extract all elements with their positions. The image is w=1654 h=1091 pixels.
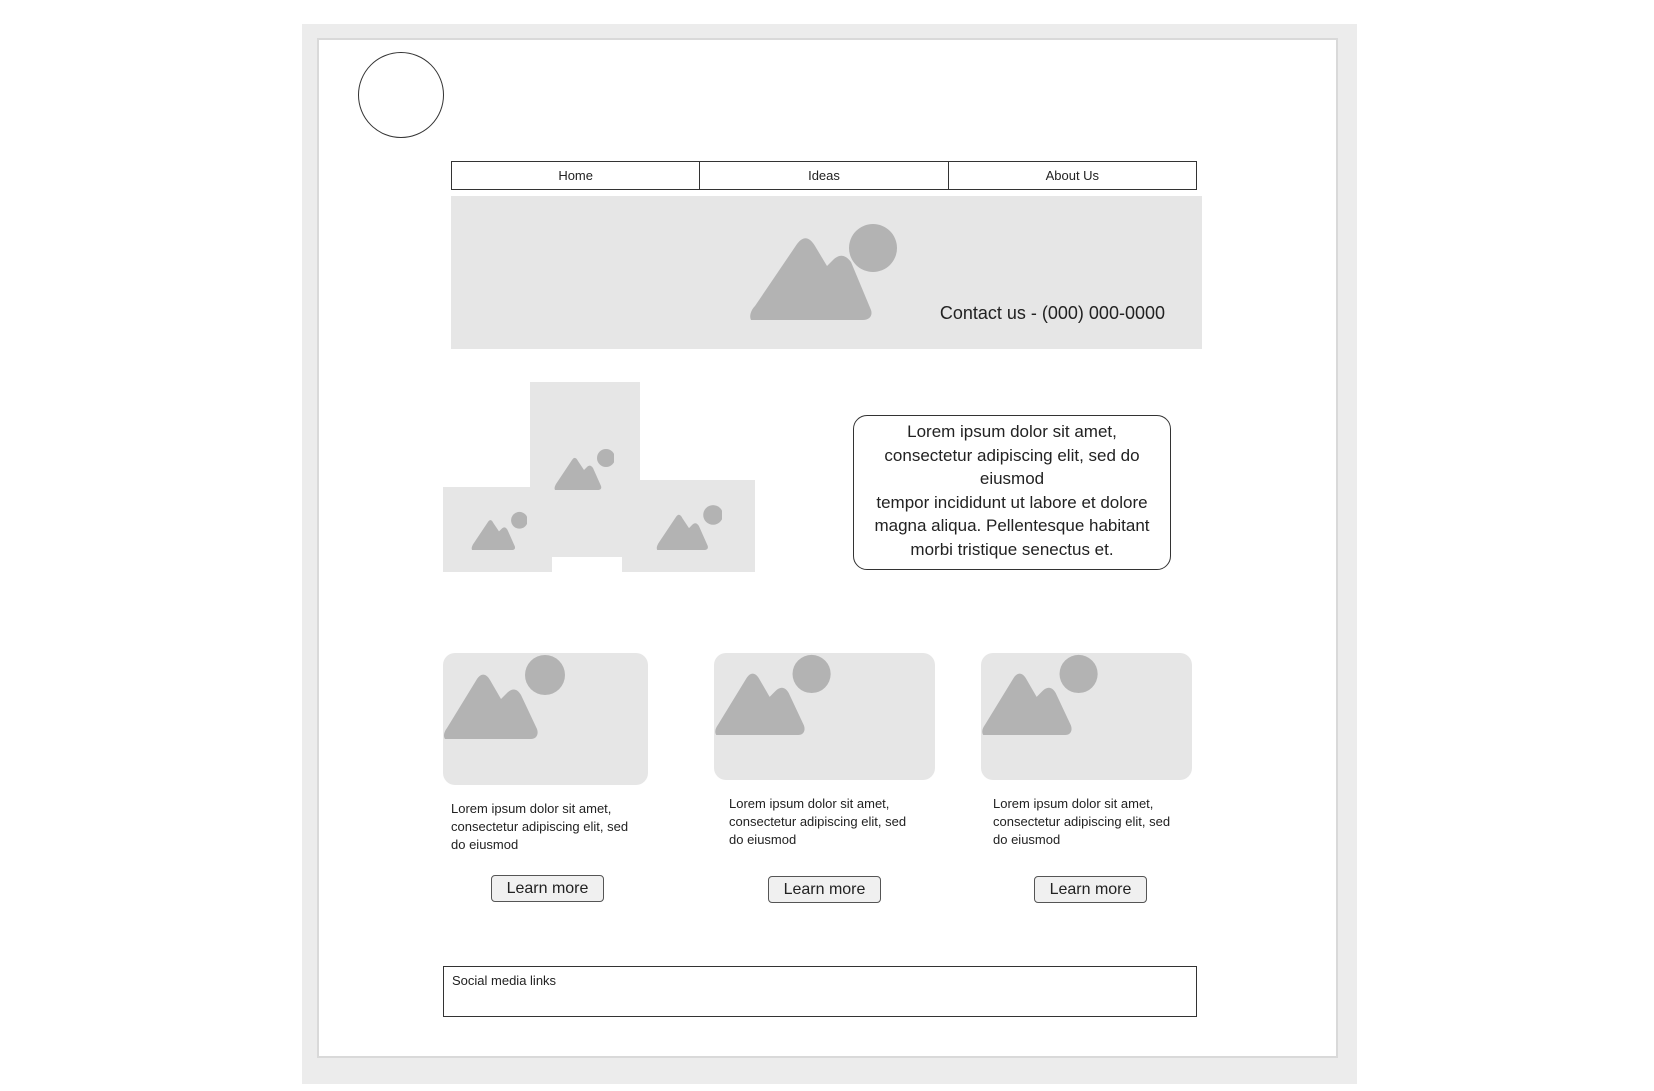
footer-social-links[interactable]: Social media links xyxy=(443,966,1197,1017)
card-text-line: Lorem ipsum dolor sit amet, xyxy=(729,796,890,811)
nav-item-about-us[interactable]: About Us xyxy=(1045,168,1100,183)
card-text-line: consectetur adipiscing elit, sed xyxy=(729,814,907,829)
image-placeholder-icon xyxy=(715,654,831,735)
image-placeholder-icon xyxy=(554,449,614,490)
intro-line: magna aliqua. Pellentesque habitant xyxy=(874,516,1150,535)
card-image-1 xyxy=(443,653,648,785)
nav-item-home[interactable]: Home xyxy=(452,162,701,189)
intro-line: Lorem ipsum dolor sit amet, xyxy=(907,422,1117,441)
card-text-line: do eiusmod xyxy=(451,837,519,852)
nav-item-ideas[interactable]: Ideas xyxy=(700,162,949,189)
intro-line: tempor incididunt ut labore et dolore xyxy=(876,492,1148,512)
card-text-3: Lorem ipsum dolor sit amet, consectetur … xyxy=(993,795,1170,849)
card-image-2 xyxy=(714,653,935,780)
collage-image-right xyxy=(622,480,755,572)
top-nav: Home Ideas About Us xyxy=(451,161,1197,190)
card-text-line: do eiusmod xyxy=(729,832,797,847)
image-placeholder-icon xyxy=(443,655,565,739)
image-placeholder-icon xyxy=(656,505,722,550)
card-text-line: Lorem ipsum dolor sit amet, xyxy=(993,796,1154,811)
card-image-3 xyxy=(981,653,1192,780)
learn-more-button-3[interactable]: Learn more xyxy=(1034,876,1147,903)
image-placeholder-icon xyxy=(471,511,527,550)
card-text-line: consectetur adipiscing elit, sed xyxy=(451,819,629,834)
learn-more-button-1[interactable]: Learn more xyxy=(491,875,604,902)
card-text-line: consectetur adipiscing elit, sed xyxy=(993,814,1171,829)
intro-line: eiusmod xyxy=(979,469,1045,488)
image-placeholder-icon xyxy=(982,654,1098,735)
card-text-1: Lorem ipsum dolor sit amet, consectetur … xyxy=(451,800,628,854)
card-text-line: Lorem ipsum dolor sit amet, xyxy=(451,801,612,816)
image-placeholder-icon xyxy=(750,224,897,320)
intro-text-box: Lorem ipsum dolor sit amet, consectetur … xyxy=(853,415,1171,570)
collage-image-top xyxy=(530,382,640,557)
intro-line: consectetur adipiscing elit, sed do xyxy=(884,445,1140,465)
card-text-2: Lorem ipsum dolor sit amet, consectetur … xyxy=(729,795,906,849)
hero-banner: Contact us - (000) 000-0000 xyxy=(451,196,1202,349)
logo-circle[interactable] xyxy=(358,52,444,138)
footer-label: Social media links xyxy=(452,973,557,988)
card-text-line: do eiusmod xyxy=(993,832,1061,847)
contact-text: Contact us - (000) 000-0000 xyxy=(939,303,1165,323)
learn-more-button-2[interactable]: Learn more xyxy=(768,876,881,903)
collage-image-left xyxy=(443,487,552,572)
intro-line: morbi tristique senectus et. xyxy=(910,539,1114,559)
